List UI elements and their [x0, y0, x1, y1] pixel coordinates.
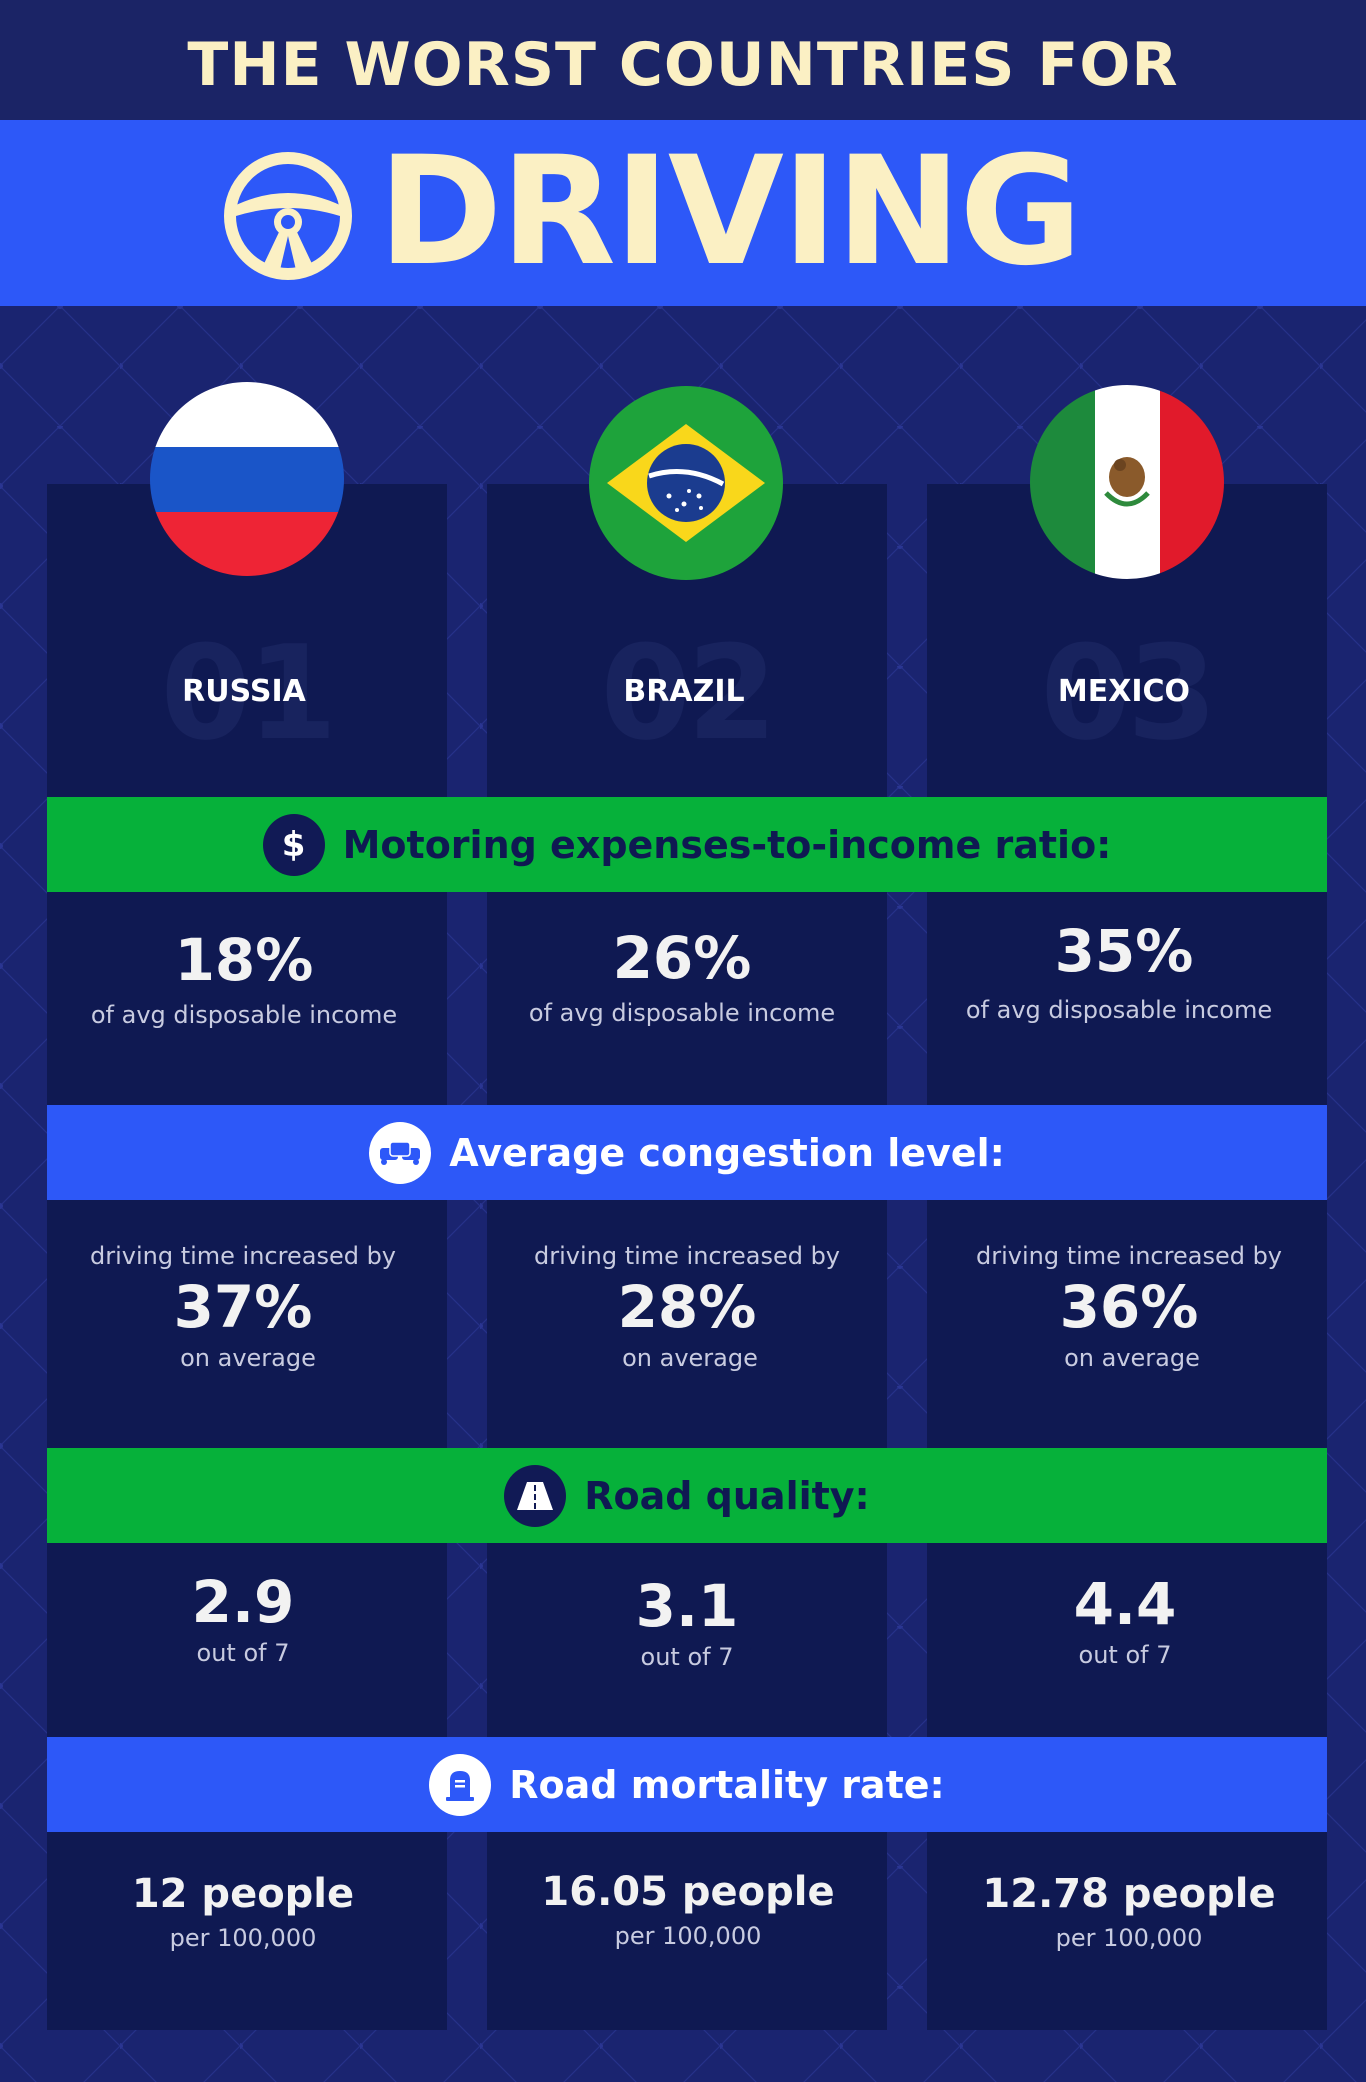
congestion-prefix: driving time increased by: [533, 1242, 841, 1270]
congestion-cell-russia: driving time increased by 37% on average: [43, 1240, 443, 1374]
mortality-sublabel: per 100,000: [614, 1922, 762, 1950]
congestion-cell-mexico: driving time increased by 36% on average: [929, 1240, 1329, 1374]
mortality-cell-mexico: 12.78 people per 100,000: [929, 1866, 1329, 1954]
mortality-sublabel: per 100,000: [169, 1924, 317, 1952]
mortality-value: 16.05 people: [541, 1869, 835, 1915]
expenses-cell-mexico: 35% of avg disposable income: [919, 916, 1319, 1026]
congestion-suffix: on average: [1064, 1344, 1200, 1372]
mexico-flag-icon: [1030, 385, 1224, 579]
country-name-brazil: BRAZIL: [623, 674, 745, 709]
congestion-prefix: driving time increased by: [975, 1242, 1283, 1270]
mortality-cell-russia: 12 people per 100,000: [43, 1866, 443, 1954]
congestion-banner: Average congestion level:: [47, 1105, 1327, 1200]
congestion-value: 28%: [617, 1273, 757, 1341]
traffic-cars-icon: [369, 1121, 432, 1184]
congestion-label: Average congestion level:: [449, 1130, 1005, 1175]
expenses-cell-brazil: 26% of avg disposable income: [482, 923, 882, 1029]
road-quality-cell-russia: 2.9 out of 7: [43, 1567, 443, 1669]
page-title-line1: THE WORST COUNTRIES FOR: [187, 30, 1179, 100]
gravestone-icon: [429, 1753, 492, 1816]
mortality-label: Road mortality rate:: [509, 1762, 945, 1807]
rank-number: 01: [160, 617, 338, 769]
rank-number: 03: [1040, 617, 1218, 769]
steering-wheel-icon: [224, 152, 352, 280]
expenses-value: 26%: [612, 924, 752, 992]
expenses-cell-russia: 18% of avg disposable income: [44, 925, 444, 1031]
dollar-icon: $: [262, 813, 325, 876]
expenses-value: 18%: [174, 926, 314, 994]
expenses-sublabel: of avg disposable income: [965, 996, 1273, 1024]
expenses-sublabel: of avg disposable income: [90, 1001, 398, 1029]
header-top-band: [0, 0, 1366, 120]
road-quality-cell-brazil: 3.1 out of 7: [487, 1571, 887, 1673]
congestion-value: 37%: [173, 1273, 313, 1341]
country-name-mexico: MEXICO: [1057, 674, 1191, 709]
road-quality-sublabel: out of 7: [640, 1643, 734, 1671]
mortality-banner: Road mortality rate:: [47, 1737, 1327, 1832]
road-quality-value: 4.4: [1073, 1570, 1177, 1638]
congestion-value: 36%: [1059, 1273, 1199, 1341]
country-name-russia: RUSSIA: [182, 674, 306, 709]
page-title-driving: DRIVING: [378, 125, 1082, 299]
expenses-label: Motoring expenses-to-income ratio:: [342, 822, 1112, 867]
road-quality-value: 2.9: [191, 1568, 295, 1636]
road-quality-sublabel: out of 7: [1078, 1641, 1172, 1669]
mortality-cell-brazil: 16.05 people per 100,000: [488, 1864, 888, 1952]
road-quality-value: 3.1: [635, 1572, 739, 1640]
congestion-suffix: on average: [622, 1344, 758, 1372]
road-quality-cell-mexico: 4.4 out of 7: [925, 1569, 1325, 1671]
road-icon: [504, 1464, 567, 1527]
russia-flag-icon: [150, 382, 344, 576]
road-quality-label: Road quality:: [584, 1473, 870, 1518]
brazil-flag-icon: [589, 386, 783, 580]
mortality-value: 12.78 people: [982, 1871, 1276, 1917]
mortality-value: 12 people: [131, 1871, 355, 1917]
road-quality-banner: Road quality:: [47, 1448, 1327, 1543]
expenses-sublabel: of avg disposable income: [528, 999, 836, 1027]
expenses-banner: $ Motoring expenses-to-income ratio:: [47, 797, 1327, 892]
rank-number: 02: [600, 617, 778, 769]
mortality-sublabel: per 100,000: [1055, 1924, 1203, 1952]
congestion-prefix: driving time increased by: [89, 1242, 397, 1270]
congestion-suffix: on average: [180, 1344, 316, 1372]
expenses-value: 35%: [1054, 917, 1194, 985]
road-quality-sublabel: out of 7: [196, 1639, 290, 1667]
congestion-cell-brazil: driving time increased by 28% on average: [487, 1240, 887, 1374]
